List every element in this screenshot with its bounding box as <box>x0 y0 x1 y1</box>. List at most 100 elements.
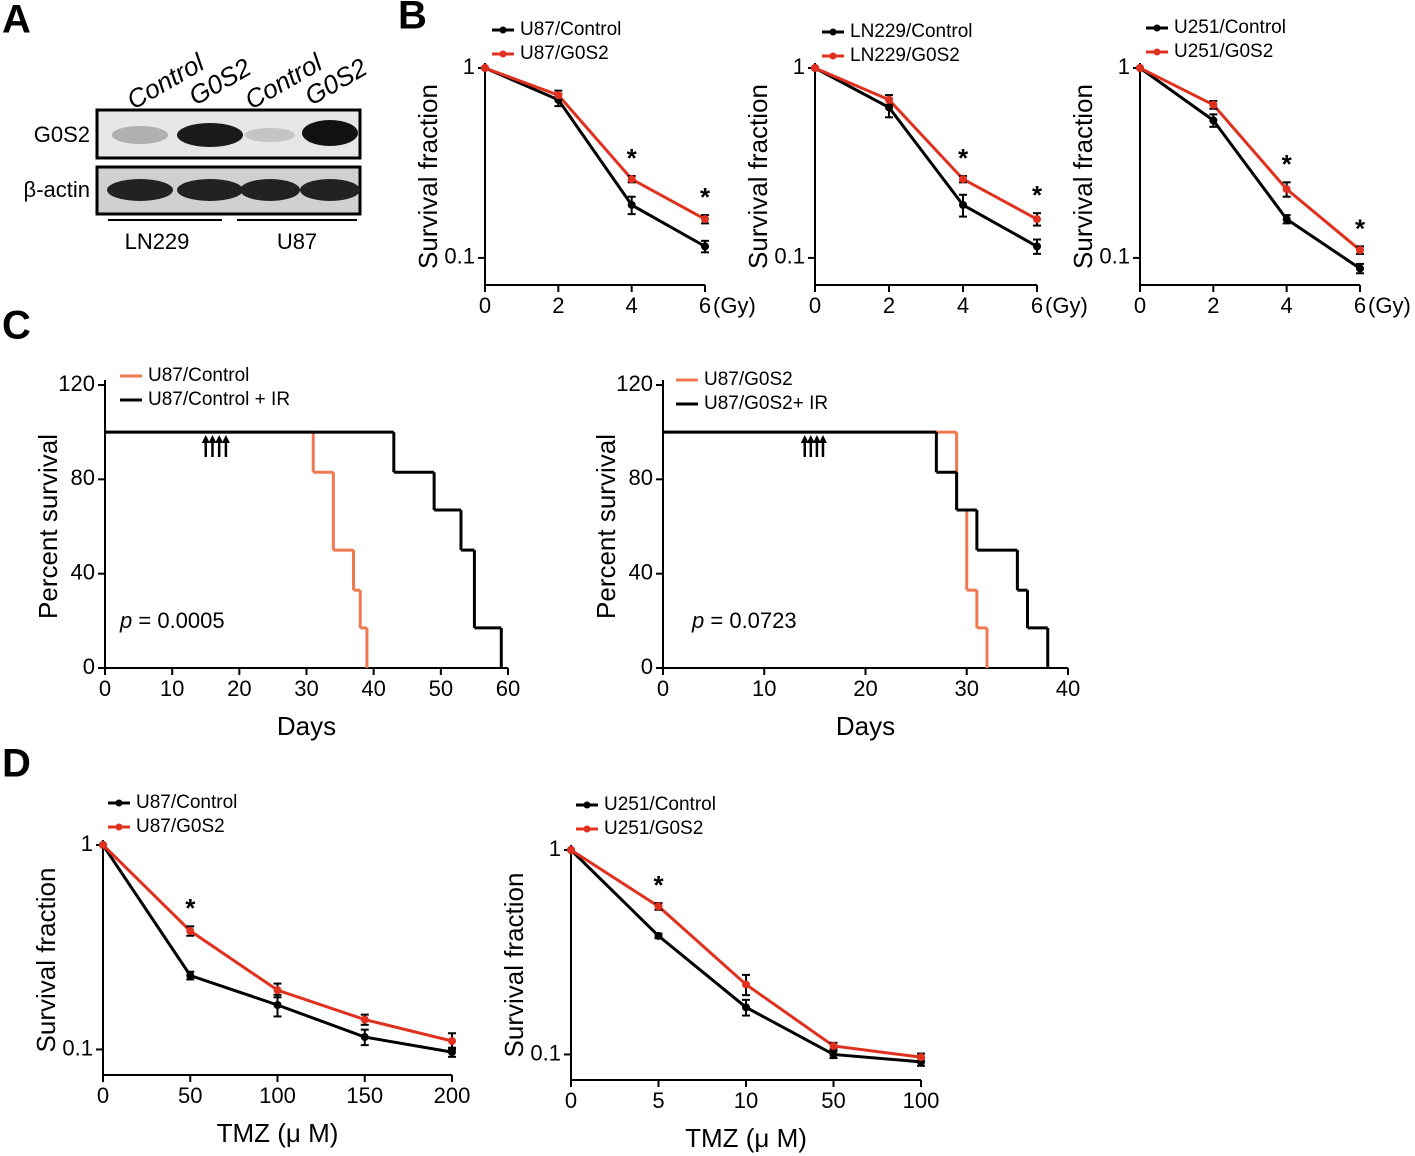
series-line <box>569 848 922 1064</box>
marker <box>1282 185 1291 194</box>
x-tick-label: 0 <box>1134 293 1146 318</box>
x-tick-label: 0 <box>565 1088 577 1113</box>
chart: 0.1 1 0 2 4 6 (Gy) Survival fraction U251/Contro… <box>1068 17 1411 318</box>
legend-dot <box>115 799 123 807</box>
marker <box>885 95 893 104</box>
y-tick-label: 0 <box>83 654 95 679</box>
x-unit: (Gy) <box>1045 293 1088 318</box>
legend-label: U251/Control <box>604 794 716 815</box>
x-tick-label: 0 <box>809 293 821 318</box>
series-line <box>1139 66 1361 270</box>
panel-label: D <box>2 742 31 786</box>
x-tick-label: 2 <box>883 293 895 318</box>
y-tick-label: 120 <box>616 371 653 396</box>
y-axis-title: Percent survival <box>591 434 621 619</box>
marker <box>481 64 489 72</box>
x-tick-label: 2 <box>1207 293 1219 318</box>
marker <box>701 242 709 251</box>
x-tick-label: 50 <box>178 1083 202 1108</box>
y-tick-label: 80 <box>71 465 95 490</box>
marker <box>742 1003 750 1012</box>
ir-arrowhead <box>818 435 827 443</box>
x-unit: (Gy) <box>713 293 756 318</box>
legend-label: U87/Control + IR <box>148 389 290 410</box>
band <box>240 179 300 201</box>
p-value-text: = 0.0005 <box>138 608 224 633</box>
ir-arrowhead <box>800 435 809 443</box>
y-axis-title: Survival fraction <box>1068 84 1098 269</box>
marker <box>654 931 663 940</box>
x-tick-label: 4 <box>626 293 638 318</box>
marker <box>1356 264 1364 273</box>
legend-dot <box>583 825 591 833</box>
significance-mark: * <box>1032 180 1043 210</box>
legend-label: LN229/G0S2 <box>850 45 960 66</box>
chart: 0.1 1 0 2 4 6 (Gy) Survival fraction U87/Control… <box>413 19 756 318</box>
ir-arrowhead <box>201 435 210 443</box>
series-line <box>814 66 1038 248</box>
legend-dot <box>1153 48 1161 56</box>
series-line <box>1139 66 1361 252</box>
y-tick-label: 0 <box>641 654 653 679</box>
x-axis-title: Days <box>836 711 895 741</box>
ir-arrowhead <box>215 435 224 443</box>
marker <box>273 1000 282 1009</box>
y-axis-title: Survival fraction <box>499 873 529 1058</box>
x-tick-label: 40 <box>361 676 385 701</box>
marker <box>1209 100 1218 109</box>
band <box>300 179 360 201</box>
x-tick-label: 50 <box>429 676 453 701</box>
x-tick-label: 30 <box>955 676 979 701</box>
x-tick-label: 2 <box>552 293 564 318</box>
y-tick-label: 0.1 <box>530 1040 561 1065</box>
x-tick-label: 20 <box>227 676 251 701</box>
y-axis-title: Percent survival <box>33 434 63 619</box>
marker <box>1136 64 1144 72</box>
legend-dot <box>829 52 837 60</box>
marker <box>186 971 195 980</box>
chart: 0 40 80 120 0 10 20 30 40 50 60 Days Percent surviva… <box>33 365 520 741</box>
chart: 0.1 1 0 50 100 150 200 TMZ (μ M) Survival fracti… <box>31 792 470 1148</box>
p-value: p = 0.0723 <box>691 608 797 633</box>
legend-dot <box>499 50 507 58</box>
x-tick-label: 10 <box>160 676 184 701</box>
band <box>177 179 243 201</box>
band <box>112 126 168 144</box>
y-tick-label: 1 <box>793 54 805 79</box>
x-tick-label: 200 <box>434 1083 471 1108</box>
significance-mark: * <box>1282 149 1293 179</box>
marker <box>1033 215 1041 224</box>
marker <box>627 175 636 184</box>
marker <box>1209 116 1218 125</box>
legend-dot <box>499 26 507 34</box>
x-tick-label: 150 <box>346 1083 383 1108</box>
x-tick-label: 0 <box>99 676 111 701</box>
y-tick-label: 0.1 <box>62 1035 93 1060</box>
y-tick-label: 0.1 <box>444 244 475 269</box>
x-tick-label: 6 <box>699 293 711 318</box>
legend-dot <box>115 823 123 831</box>
x-tick-label: 60 <box>496 676 520 701</box>
marker <box>701 215 709 224</box>
legend-label: U87/Control <box>520 19 621 40</box>
marker <box>829 1050 838 1059</box>
x-tick-label: 100 <box>903 1088 940 1113</box>
legend-label: U87/G0S2+ IR <box>704 393 828 414</box>
marker <box>627 200 636 209</box>
y-tick-label: 1 <box>1118 54 1130 79</box>
y-tick-label: 1 <box>549 836 561 861</box>
x-tick-label: 4 <box>957 293 969 318</box>
series-line <box>101 844 453 1054</box>
x-tick-label: 0 <box>657 676 669 701</box>
x-tick-label: 4 <box>1281 293 1293 318</box>
legend-label: U87/Control <box>136 792 237 813</box>
legend-label: U87/G0S2 <box>520 43 609 64</box>
group-label: U87 <box>277 229 317 254</box>
x-unit: (Gy) <box>1368 293 1411 318</box>
chart: 0 40 80 120 0 10 20 30 40 Days Percent survival U87… <box>591 369 1080 741</box>
legend-dot <box>829 28 837 36</box>
x-tick-label: 30 <box>294 676 318 701</box>
significance-mark: * <box>958 143 969 173</box>
y-tick-label: 0.1 <box>774 244 805 269</box>
y-tick-label: 80 <box>629 465 653 490</box>
